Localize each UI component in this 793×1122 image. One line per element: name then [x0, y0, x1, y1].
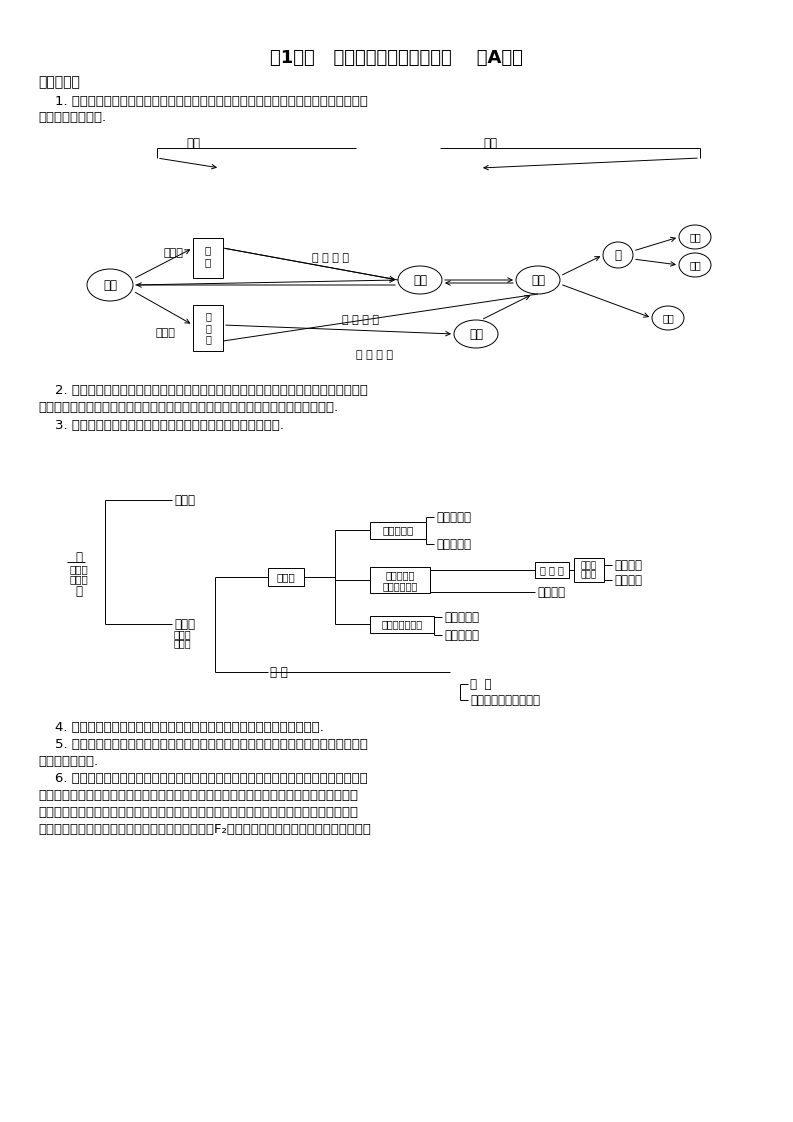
- Text: 按组成: 按组成: [70, 564, 89, 574]
- Text: 单 质: 单 质: [270, 665, 288, 679]
- Text: 质时，除了要注意同类物质的通性外，还要注意物质的特性，这些特性是我们制备物质、鉴: 质时，除了要注意同类物质的通性外，还要注意物质的特性，这些特性是我们制备物质、鉴: [38, 806, 358, 819]
- Text: 2. 理解物理变化与化学变化的区别与联系，注意从微观、宏观、特征、变化范围等角度: 2. 理解物理变化与化学变化的区别与联系，注意从微观、宏观、特征、变化范围等角度: [38, 384, 368, 396]
- Text: 强电解质: 强电解质: [614, 559, 642, 571]
- Text: 1. 理解物质的分子、原子、离子、元素等概念的涵义，注意同位素的研究对象为单质；: 1. 理解物质的分子、原子、离子、元素等概念的涵义，注意同位素的研究对象为单质；: [38, 94, 368, 108]
- Text: 宏观: 宏观: [186, 137, 200, 149]
- Text: 中子: 中子: [689, 260, 701, 270]
- Bar: [370, 567, 430, 594]
- Text: 按电离: 按电离: [581, 561, 597, 570]
- Text: 第1课时   物质的组成、性质和分类    （A卷）: 第1课时 物质的组成、性质和分类 （A卷）: [270, 49, 523, 67]
- Text: 3. 理解混合物和纯净物、单质和化合物、金属和非金属的概念.: 3. 理解混合物和纯净物、单质和化合物、金属和非金属的概念.: [38, 419, 284, 432]
- Text: 微观: 微观: [483, 137, 497, 149]
- Text: 念及其相互联系.: 念及其相互联系.: [38, 754, 98, 767]
- Text: 离子: 离子: [469, 328, 483, 340]
- Bar: [574, 558, 604, 582]
- Text: 6. 学习物质的性质时，不仅要重视物质的化学性质，也要掌握物质的物理性质，如区别: 6. 学习物质的性质时，不仅要重视物质的化学性质，也要掌握物质的物理性质，如区别: [38, 772, 368, 784]
- Text: 质: 质: [75, 585, 82, 598]
- Text: 别物质的理论依据，如卤素单质都能与水反应，而F₂与水反应较特殊．在判断物质的变化时，: 别物质的理论依据，如卤素单质都能与水反应，而F₂与水反应较特殊．在判断物质的变化…: [38, 822, 371, 836]
- Text: 单
质: 单 质: [205, 246, 211, 267]
- Text: 化
合
物: 化 合 物: [205, 312, 211, 344]
- Text: 电子: 电子: [662, 313, 674, 323]
- Text: 4. 以白磷、红磷为例，了解同素异形体的概念，注意其研究对象为化合物.: 4. 以白磷、红磷为例，了解同素异形体的概念，注意其研究对象为化合物.: [38, 720, 324, 734]
- Text: 按元素: 按元素: [174, 629, 192, 640]
- Text: 元素: 元素: [103, 278, 117, 292]
- Text: 乙醚、苯和四氯化碳三种液体可根据物理性质（溶解性和密度）来鉴别．学习物质的化学性: 乙醚、苯和四氯化碳三种液体可根据物理性质（溶解性和密度）来鉴别．学习物质的化学性: [38, 789, 358, 801]
- Text: 化合物: 化合物: [277, 572, 295, 582]
- Text: 化合态: 化合态: [155, 328, 175, 338]
- Text: 纯净物: 纯净物: [174, 617, 195, 631]
- Bar: [193, 305, 223, 351]
- Text: 种类分: 种类分: [174, 638, 192, 649]
- Text: 间 接 构 成: 间 接 构 成: [357, 350, 393, 360]
- Text: 原子: 原子: [531, 274, 545, 286]
- Bar: [535, 562, 569, 578]
- Text: 了解原子团的定义.: 了解原子团的定义.: [38, 110, 106, 123]
- Text: 按水溶液或: 按水溶液或: [385, 570, 415, 580]
- Text: 电 解 质: 电 解 质: [540, 565, 564, 574]
- Text: 无机化合物: 无机化合物: [444, 610, 479, 624]
- Bar: [370, 522, 426, 539]
- Bar: [268, 568, 304, 586]
- Text: 混合物: 混合物: [174, 494, 195, 506]
- Bar: [370, 616, 434, 633]
- Text: 非金属（含稀有气体）: 非金属（含稀有气体）: [470, 693, 540, 707]
- Text: 直 接 构 成: 直 接 构 成: [312, 252, 348, 263]
- Text: 金  属: 金 属: [470, 678, 492, 690]
- Text: 共价化合物: 共价化合物: [436, 537, 471, 551]
- Text: 直 接 构 成: 直 接 构 成: [342, 315, 378, 325]
- Text: 非电解质: 非电解质: [537, 586, 565, 598]
- Text: 溶液导电性分: 溶液导电性分: [382, 581, 418, 591]
- Text: 程度分: 程度分: [581, 570, 597, 579]
- Text: 物: 物: [75, 551, 82, 563]
- Text: 5. 无机化合物按组成、性质可分为氧化物、酸、碱、盐．理解酸、碱、盐、氧化物的概: 5. 无机化合物按组成、性质可分为氧化物、酸、碱、盐．理解酸、碱、盐、氧化物的概: [38, 737, 368, 751]
- Text: 游离态: 游离态: [163, 248, 183, 258]
- Text: 离子化合物: 离子化合物: [436, 511, 471, 524]
- Text: 有机化合物: 有机化合物: [444, 628, 479, 642]
- Text: 按有无碳元素分: 按有无碳元素分: [381, 619, 423, 629]
- Text: 考测点导航: 考测点导航: [38, 75, 80, 89]
- Text: 质子: 质子: [689, 232, 701, 242]
- Text: 分子: 分子: [413, 274, 427, 286]
- Text: 按化学键分: 按化学键分: [382, 525, 414, 535]
- Text: 去分析．组成、结构决定性质，而性质反映组成结构，性质决定变化，变化反映性质.: 去分析．组成、结构决定性质，而性质反映组成结构，性质决定变化，变化反映性质.: [38, 401, 338, 414]
- Text: 核: 核: [615, 248, 622, 261]
- Bar: [193, 238, 223, 278]
- Text: 成分分: 成分分: [70, 574, 89, 583]
- Text: 弱电解质: 弱电解质: [614, 573, 642, 587]
